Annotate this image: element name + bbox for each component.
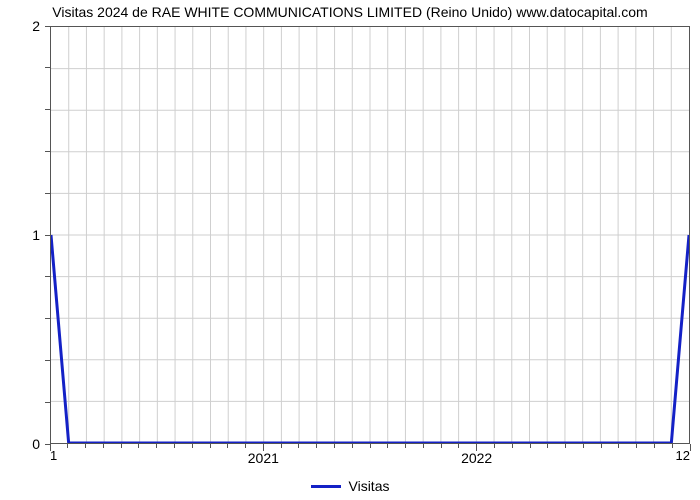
x-tick-mark (174, 444, 175, 448)
x-tick-mark (370, 444, 371, 448)
x-tick-mark (654, 444, 655, 448)
x-tick-mark (227, 444, 228, 448)
x-tick-mark (352, 444, 353, 448)
x-tick-mark (405, 444, 406, 448)
x-tick-mark (672, 444, 673, 448)
x-tick-mark (512, 444, 513, 448)
x-end-label: 12 (676, 448, 690, 463)
x-tick-mark (547, 444, 548, 448)
x-tick-mark (530, 444, 531, 448)
x-tick-label: 2022 (461, 450, 492, 466)
x-tick-mark (67, 444, 68, 448)
chart-title: Visitas 2024 de RAE WHITE COMMUNICATIONS… (0, 4, 700, 20)
x-tick-mark (85, 444, 86, 448)
y-tick-mark (45, 235, 50, 236)
x-tick-mark (156, 444, 157, 448)
x-tick-mark (618, 444, 619, 448)
x-tick-mark (334, 444, 335, 448)
x-tick-mark (210, 444, 211, 448)
x-tick-mark (121, 444, 122, 448)
x-tick-mark (138, 444, 139, 448)
y-tick-label: 1 (0, 227, 40, 243)
y-tick-label: 2 (0, 18, 40, 34)
y-tick-mark (45, 276, 50, 277)
x-tick-mark (494, 444, 495, 448)
x-tick-mark (245, 444, 246, 448)
x-tick-mark (601, 444, 602, 448)
y-tick-mark (45, 151, 50, 152)
y-tick-mark (45, 402, 50, 403)
chart-container: { "chart": { "type": "line", "title": "V… (0, 0, 700, 500)
x-tick-mark (387, 444, 388, 448)
legend: Visitas (0, 478, 700, 494)
y-tick-mark (45, 67, 50, 68)
y-tick-mark (45, 318, 50, 319)
y-tick-mark (45, 26, 50, 27)
y-tick-label: 0 (0, 436, 40, 452)
y-tick-mark (45, 109, 50, 110)
y-tick-mark (45, 360, 50, 361)
x-tick-mark (441, 444, 442, 448)
x-tick-mark (103, 444, 104, 448)
x-tick-mark (298, 444, 299, 448)
x-tick-label: 2021 (248, 450, 279, 466)
x-start-label: 1 (50, 448, 57, 463)
x-tick-mark (636, 444, 637, 448)
plot-area (50, 26, 690, 444)
legend-label: Visitas (349, 478, 390, 494)
x-tick-mark (458, 444, 459, 448)
y-tick-mark (45, 193, 50, 194)
legend-swatch (311, 485, 341, 488)
x-tick-mark (583, 444, 584, 448)
x-tick-mark (476, 444, 477, 451)
x-tick-mark (423, 444, 424, 448)
x-tick-mark (565, 444, 566, 448)
x-tick-mark (192, 444, 193, 448)
x-tick-mark (281, 444, 282, 448)
chart-svg (51, 27, 689, 443)
x-tick-mark (263, 444, 264, 451)
x-tick-mark (316, 444, 317, 448)
